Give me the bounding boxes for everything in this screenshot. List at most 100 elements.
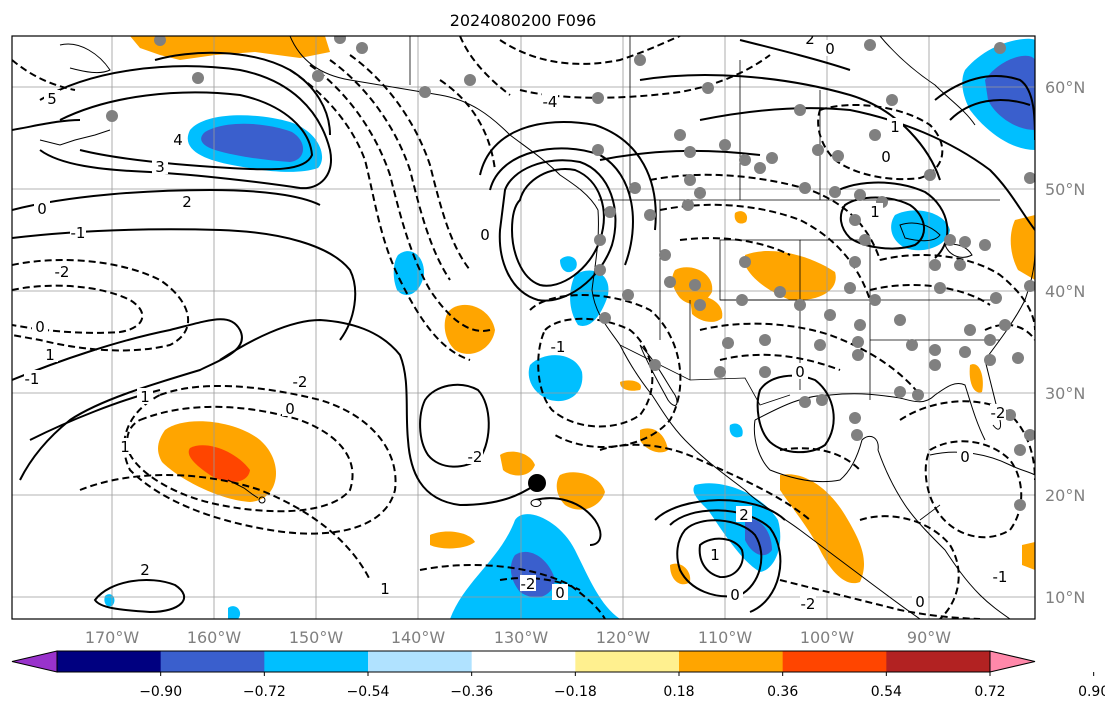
- longitude-label: 100°W: [800, 628, 855, 647]
- negative-anomaly-core: [985, 55, 1035, 130]
- station-dot: [990, 292, 1002, 304]
- contour-line-negative: [123, 384, 397, 535]
- longitude-label: 160°W: [187, 628, 242, 647]
- longitude-labels: 170°W 160°W 150°W 140°W 130°W 120°W 110°W 100°W…: [85, 628, 951, 647]
- contour-line-negative: [537, 317, 654, 428]
- contour-line-negative: [329, 59, 451, 281]
- contour-line: [654, 499, 786, 521]
- contour-line: [669, 509, 782, 613]
- alaska-coastline: [59, 43, 111, 74]
- station-dot: [1024, 429, 1035, 441]
- contour-label: 5: [47, 90, 57, 108]
- contour-label-background: [802, 36, 818, 46]
- contour-label-background: [542, 93, 558, 109]
- station-dot: [894, 314, 906, 326]
- contour-line-negative: [879, 254, 1035, 331]
- contour-label-background: [867, 203, 883, 219]
- contour-label-background: [822, 40, 838, 56]
- station-dot: [854, 189, 866, 201]
- coastlines: [39, 36, 1035, 619]
- contour-label: -1: [551, 338, 566, 356]
- contour-label: 1: [45, 346, 55, 364]
- station-dot: [1004, 409, 1016, 421]
- station-dot: [334, 36, 346, 44]
- contour-line-negative: [419, 564, 606, 619]
- contour-label: -2: [521, 575, 536, 593]
- station-dot: [979, 239, 991, 251]
- contour-label: -2: [55, 263, 70, 281]
- station-dot: [959, 236, 971, 248]
- station-dot: [739, 256, 751, 268]
- station-dot: [829, 186, 841, 198]
- colorbar-tick-label: −0.54: [347, 684, 390, 700]
- negative-anomaly-core: [201, 123, 304, 162]
- station-dot: [739, 154, 751, 166]
- contour-line: [154, 51, 331, 136]
- contour-line-negative: [699, 322, 921, 396]
- contour-label: 0: [480, 226, 490, 244]
- contour-label-background: [54, 263, 70, 279]
- contour-line-negative: [984, 323, 1035, 341]
- station-dot: [1014, 499, 1026, 511]
- negative-anomaly-region: [104, 594, 115, 607]
- contour-label-background: [70, 224, 86, 240]
- contour-label-background: [550, 338, 566, 354]
- contour-label: 2: [805, 30, 815, 48]
- colorbar-segment: [575, 651, 680, 672]
- central-america-border: [919, 504, 941, 521]
- contour-label-background: [800, 595, 816, 611]
- station-dot: [312, 70, 324, 82]
- contour-line-negative: [126, 405, 354, 513]
- gulf-coastline: [754, 382, 986, 441]
- station-dot: [464, 74, 476, 86]
- positive-anomaly-region: [444, 304, 495, 354]
- station-dot: [694, 187, 706, 199]
- station-dot: [192, 72, 204, 84]
- station-dot: [759, 366, 771, 378]
- station-dot: [592, 144, 604, 156]
- map-frame: [11, 35, 1036, 620]
- station-dot: [859, 234, 871, 246]
- positive-anomaly-region: [745, 251, 836, 301]
- contour-line-negative: [529, 294, 682, 448]
- contour-label: 1: [890, 118, 900, 136]
- contour-label-background: [117, 438, 133, 454]
- contour-label-background: [520, 575, 536, 591]
- contour-line-negative: [924, 440, 1023, 539]
- station-dot: [659, 249, 671, 261]
- contour-label: 0: [730, 586, 740, 604]
- contour-line-negative: [459, 36, 511, 96]
- great-lakes: [899, 222, 941, 242]
- colorbar-segment: [782, 651, 887, 672]
- station-dot: [999, 319, 1011, 331]
- colorbar-segment: [679, 651, 784, 672]
- station-dot: [959, 346, 971, 358]
- latitude-labels: 60°N 50°N 40°N 30°N 20°N 10°N: [1045, 78, 1085, 607]
- contour-line-negative: [899, 400, 1035, 481]
- station-dot: [816, 394, 828, 406]
- contour-label: -2: [293, 373, 308, 391]
- contour-label: 3: [155, 158, 165, 176]
- negative-anomaly-region: [891, 210, 950, 251]
- contour-label-background: [44, 90, 60, 106]
- contour-label: -2: [468, 448, 483, 466]
- station-dot: [622, 289, 634, 301]
- contour-line: [12, 188, 321, 211]
- station-dot: [604, 206, 616, 218]
- station-dot: [419, 86, 431, 98]
- contour-label-background: [887, 118, 903, 134]
- contour-label: -1: [993, 568, 1008, 586]
- contour-label: 0: [915, 593, 925, 611]
- cuba-coastline: [929, 451, 1035, 476]
- contour-line-negative: [869, 284, 991, 306]
- station-dot: [814, 339, 826, 351]
- negative-anomaly-core: [745, 519, 772, 556]
- contour-line-negative: [309, 64, 491, 332]
- longitude-label: 170°W: [85, 628, 140, 647]
- contour-label: 2: [739, 506, 749, 524]
- contour-line-negative: [79, 474, 371, 581]
- contour-label-background: [282, 400, 298, 416]
- colorbar-frame: [56, 650, 991, 673]
